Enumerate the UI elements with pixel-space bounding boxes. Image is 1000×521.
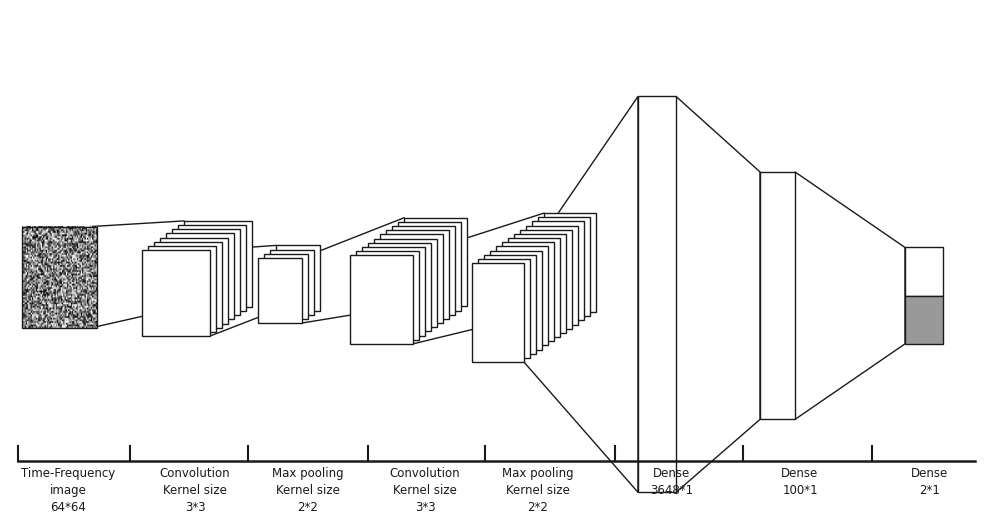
Bar [398, 222, 461, 311]
Bar [544, 213, 596, 312]
Bar [374, 239, 437, 327]
Bar [905, 247, 943, 296]
Polygon shape [676, 96, 760, 492]
Bar [905, 296, 943, 344]
Bar [142, 250, 210, 336]
Bar [356, 251, 419, 340]
Polygon shape [524, 96, 638, 492]
Bar [508, 238, 560, 337]
Bar [350, 255, 413, 344]
Bar [154, 242, 222, 328]
Bar [760, 172, 795, 419]
Bar [538, 217, 590, 316]
Bar [502, 242, 554, 341]
Bar [172, 229, 240, 315]
Bar [404, 218, 467, 306]
Bar [148, 246, 216, 332]
Bar [392, 226, 455, 315]
Bar [22, 227, 97, 328]
Bar [178, 225, 246, 311]
Bar [520, 230, 572, 329]
Text: Dense
2*1: Dense 2*1 [911, 467, 949, 498]
Text: Convolution
Kernel size
3*3: Convolution Kernel size 3*3 [390, 467, 460, 514]
Bar [472, 263, 524, 362]
Bar [526, 226, 578, 325]
Bar [362, 247, 425, 336]
Text: Dense
3648*1: Dense 3648*1 [650, 467, 694, 498]
Text: Max pooling
Kernel size
2*2: Max pooling Kernel size 2*2 [502, 467, 574, 514]
Bar [368, 243, 431, 331]
Bar [276, 245, 320, 311]
Text: Max pooling
Kernel size
2*2: Max pooling Kernel size 2*2 [272, 467, 344, 514]
Bar [490, 251, 542, 350]
Bar [514, 234, 566, 333]
Bar [496, 246, 548, 345]
Bar [160, 238, 228, 324]
Bar [638, 96, 676, 492]
Text: Dense
100*1: Dense 100*1 [781, 467, 819, 498]
Bar [484, 255, 536, 354]
Bar [532, 221, 584, 320]
Bar [166, 233, 234, 319]
Text: Convolution
Kernel size
3*3: Convolution Kernel size 3*3 [160, 467, 230, 514]
Bar [478, 259, 530, 358]
Bar [270, 250, 314, 315]
Bar [380, 234, 443, 323]
Polygon shape [795, 172, 905, 419]
Bar [386, 230, 449, 319]
Bar [258, 258, 302, 323]
Text: Time-Frequency
image
64*64: Time-Frequency image 64*64 [21, 467, 115, 514]
Bar [264, 254, 308, 319]
Bar [184, 221, 252, 307]
